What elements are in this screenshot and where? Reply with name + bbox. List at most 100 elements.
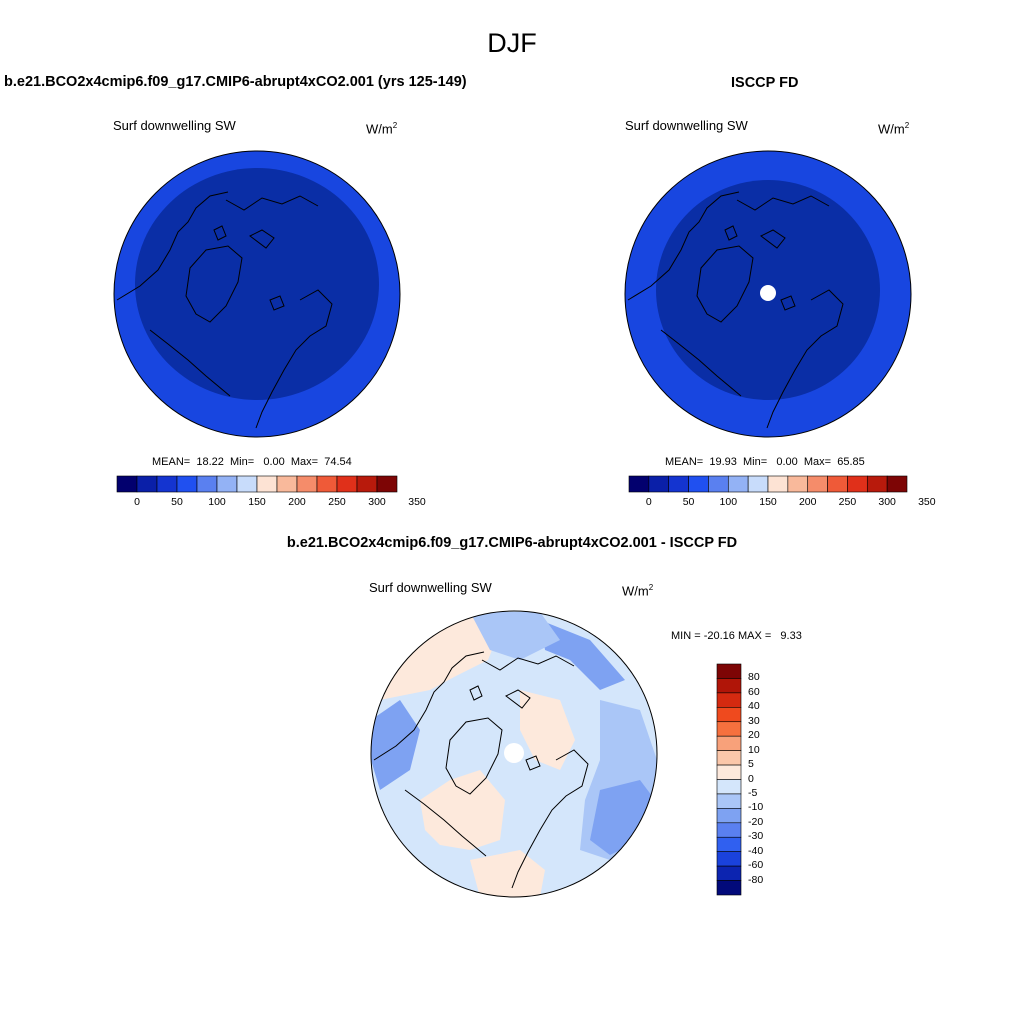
diff-colorbar-tick-label: 10	[748, 743, 760, 756]
diff-colorbar-swatch	[716, 750, 742, 766]
diff-colorbar-swatch	[716, 808, 742, 824]
diff-colorbar-swatch	[716, 692, 742, 708]
left-colorbar-labels: 0 50 100 150 200 250 300 350	[117, 496, 426, 510]
diff-field-label: Surf downwelling SW	[369, 580, 492, 595]
diff-colorbar-tick-label: -60	[748, 859, 764, 872]
diff-colorbar-tick-label: -30	[748, 830, 764, 843]
right-colorbar-swatch	[807, 475, 828, 493]
right-coastline-canada	[627, 191, 742, 397]
diff-colorbar-swatch	[716, 735, 742, 751]
right-field-label: Surf downwelling SW	[625, 118, 748, 133]
right-colorbar-tick-label: 150	[759, 496, 777, 508]
diff-colorbar-tick-label: 0	[748, 772, 754, 785]
diff-coastline-greenland	[445, 717, 503, 795]
left-colorbar-swatch	[316, 475, 338, 493]
left-units-label: W/m2	[366, 121, 398, 137]
right-coastline-eurasia	[736, 195, 844, 429]
left-colorbar-tick-label: 50	[171, 496, 183, 508]
left-colorbar-tick-label: 300	[368, 496, 386, 508]
right-missing-pole	[760, 285, 776, 301]
left-stats: MEAN= 18.22 Min= 0.00 Max= 74.54	[152, 456, 352, 468]
right-colorbar-tick-label: 300	[878, 496, 896, 508]
right-colorbar-tick-label: 0	[645, 496, 652, 508]
left-colorbar-swatch	[276, 475, 298, 493]
left-colorbar-tick-label: 150	[248, 496, 266, 508]
left-field-label: Surf downwelling SW	[113, 118, 236, 133]
left-colorbar-tick-label: 200	[288, 496, 306, 508]
left-coastline-islands	[213, 225, 285, 311]
right-colorbar-labels: 0 50 100 150 200 250 300 350	[629, 496, 936, 510]
diff-coastline-eurasia	[481, 655, 589, 889]
diff-strong-negative-east	[590, 780, 655, 855]
left-colorbar-tick-label: 100	[208, 496, 226, 508]
right-colorbar-swatch	[628, 475, 650, 493]
diff-positive-center	[420, 770, 505, 850]
diff-colorbar-tick-label: -40	[748, 844, 764, 857]
right-colorbar-swatch	[866, 475, 888, 493]
left-colorbar-swatch	[296, 475, 318, 493]
diff-colorbar-swatch	[716, 764, 742, 780]
right-panel-title: ISCCP FD	[731, 75, 799, 91]
left-coastline-eurasia	[225, 195, 333, 429]
diff-weak-negative-northeast	[470, 612, 560, 660]
left-coastline-canada	[116, 191, 231, 397]
diff-colorbar-tick-label: -20	[748, 815, 764, 828]
right-colorbar-tick-label: 50	[682, 496, 695, 508]
diff-negative-north	[540, 620, 625, 690]
left-colorbar	[116, 475, 398, 493]
left-colorbar-swatch	[156, 475, 178, 493]
diff-positive-east	[520, 690, 575, 770]
diff-minmax: MIN = -20.16 MAX = 9.33	[671, 630, 802, 642]
right-coastline-greenland	[696, 245, 754, 323]
right-colorbar-tick-label: 250	[838, 496, 857, 508]
diff-colorbar-swatch	[716, 793, 742, 809]
diff-colorbar-tick-label: 60	[748, 685, 760, 698]
diff-colorbar-swatch	[716, 678, 742, 694]
right-colorbar-swatch	[847, 475, 868, 493]
diff-colorbar-tick-label: 20	[748, 729, 760, 742]
left-coastline-greenland	[185, 245, 243, 323]
diff-colorbar-swatch	[716, 822, 742, 838]
right-colorbar-swatch	[787, 475, 809, 493]
left-colorbar-swatch	[236, 475, 258, 493]
right-colorbar-swatch	[827, 475, 848, 493]
diff-positive-south	[470, 850, 545, 897]
diff-colorbar-swatch	[716, 851, 742, 867]
right-colorbar-swatch	[747, 475, 769, 493]
left-colorbar-swatch	[376, 475, 398, 493]
left-colorbar-swatch	[256, 475, 278, 493]
diff-colorbar-swatch	[716, 663, 742, 679]
diff-colorbar-swatch	[716, 880, 742, 896]
diff-colorbar-labels: 80 60 40 30 20 10 5 0 -5 -10 -20 -30 -40 -60 -80	[748, 664, 788, 895]
left-colorbar-tick-label: 250	[328, 496, 346, 508]
diff-colorbar-swatch	[716, 779, 742, 795]
diff-panel-title: b.e21.BCO2x4cmip6.f09_g17.CMIP6-abrupt4x…	[286, 535, 738, 551]
diff-colorbar-swatch	[716, 865, 742, 881]
diff-negative-west	[371, 700, 420, 790]
diff-colorbar-tick-label: 5	[748, 758, 754, 771]
right-colorbar-swatch	[886, 475, 908, 493]
diff-colorbar-tick-label: -10	[748, 801, 764, 814]
diff-colorbar-tick-label: -80	[748, 873, 764, 886]
diff-units-label: W/m2	[622, 583, 654, 599]
diff-colorbar-tick-label: 30	[748, 714, 760, 727]
diff-colorbar-tick-label: 40	[748, 700, 760, 713]
right-colorbar-swatch	[668, 475, 689, 493]
right-colorbar-swatch	[727, 475, 749, 493]
right-stats: MEAN= 19.93 Min= 0.00 Max= 65.85	[665, 456, 865, 468]
page-title: DJF	[487, 28, 537, 58]
right-colorbar-swatch	[767, 475, 789, 493]
diff-missing-pole	[504, 743, 524, 763]
diff-coastline-islands	[469, 685, 541, 771]
diff-colorbar-swatch	[716, 707, 742, 723]
diff-colorbar-swatch	[716, 836, 742, 852]
left-colorbar-swatch	[136, 475, 158, 493]
right-coastline-islands	[724, 225, 796, 311]
diff-colorbar	[716, 663, 742, 896]
diff-coastline-canada	[373, 651, 487, 857]
right-colorbar-tick-label: 200	[798, 496, 817, 508]
right-units-label: W/m2	[878, 121, 910, 137]
